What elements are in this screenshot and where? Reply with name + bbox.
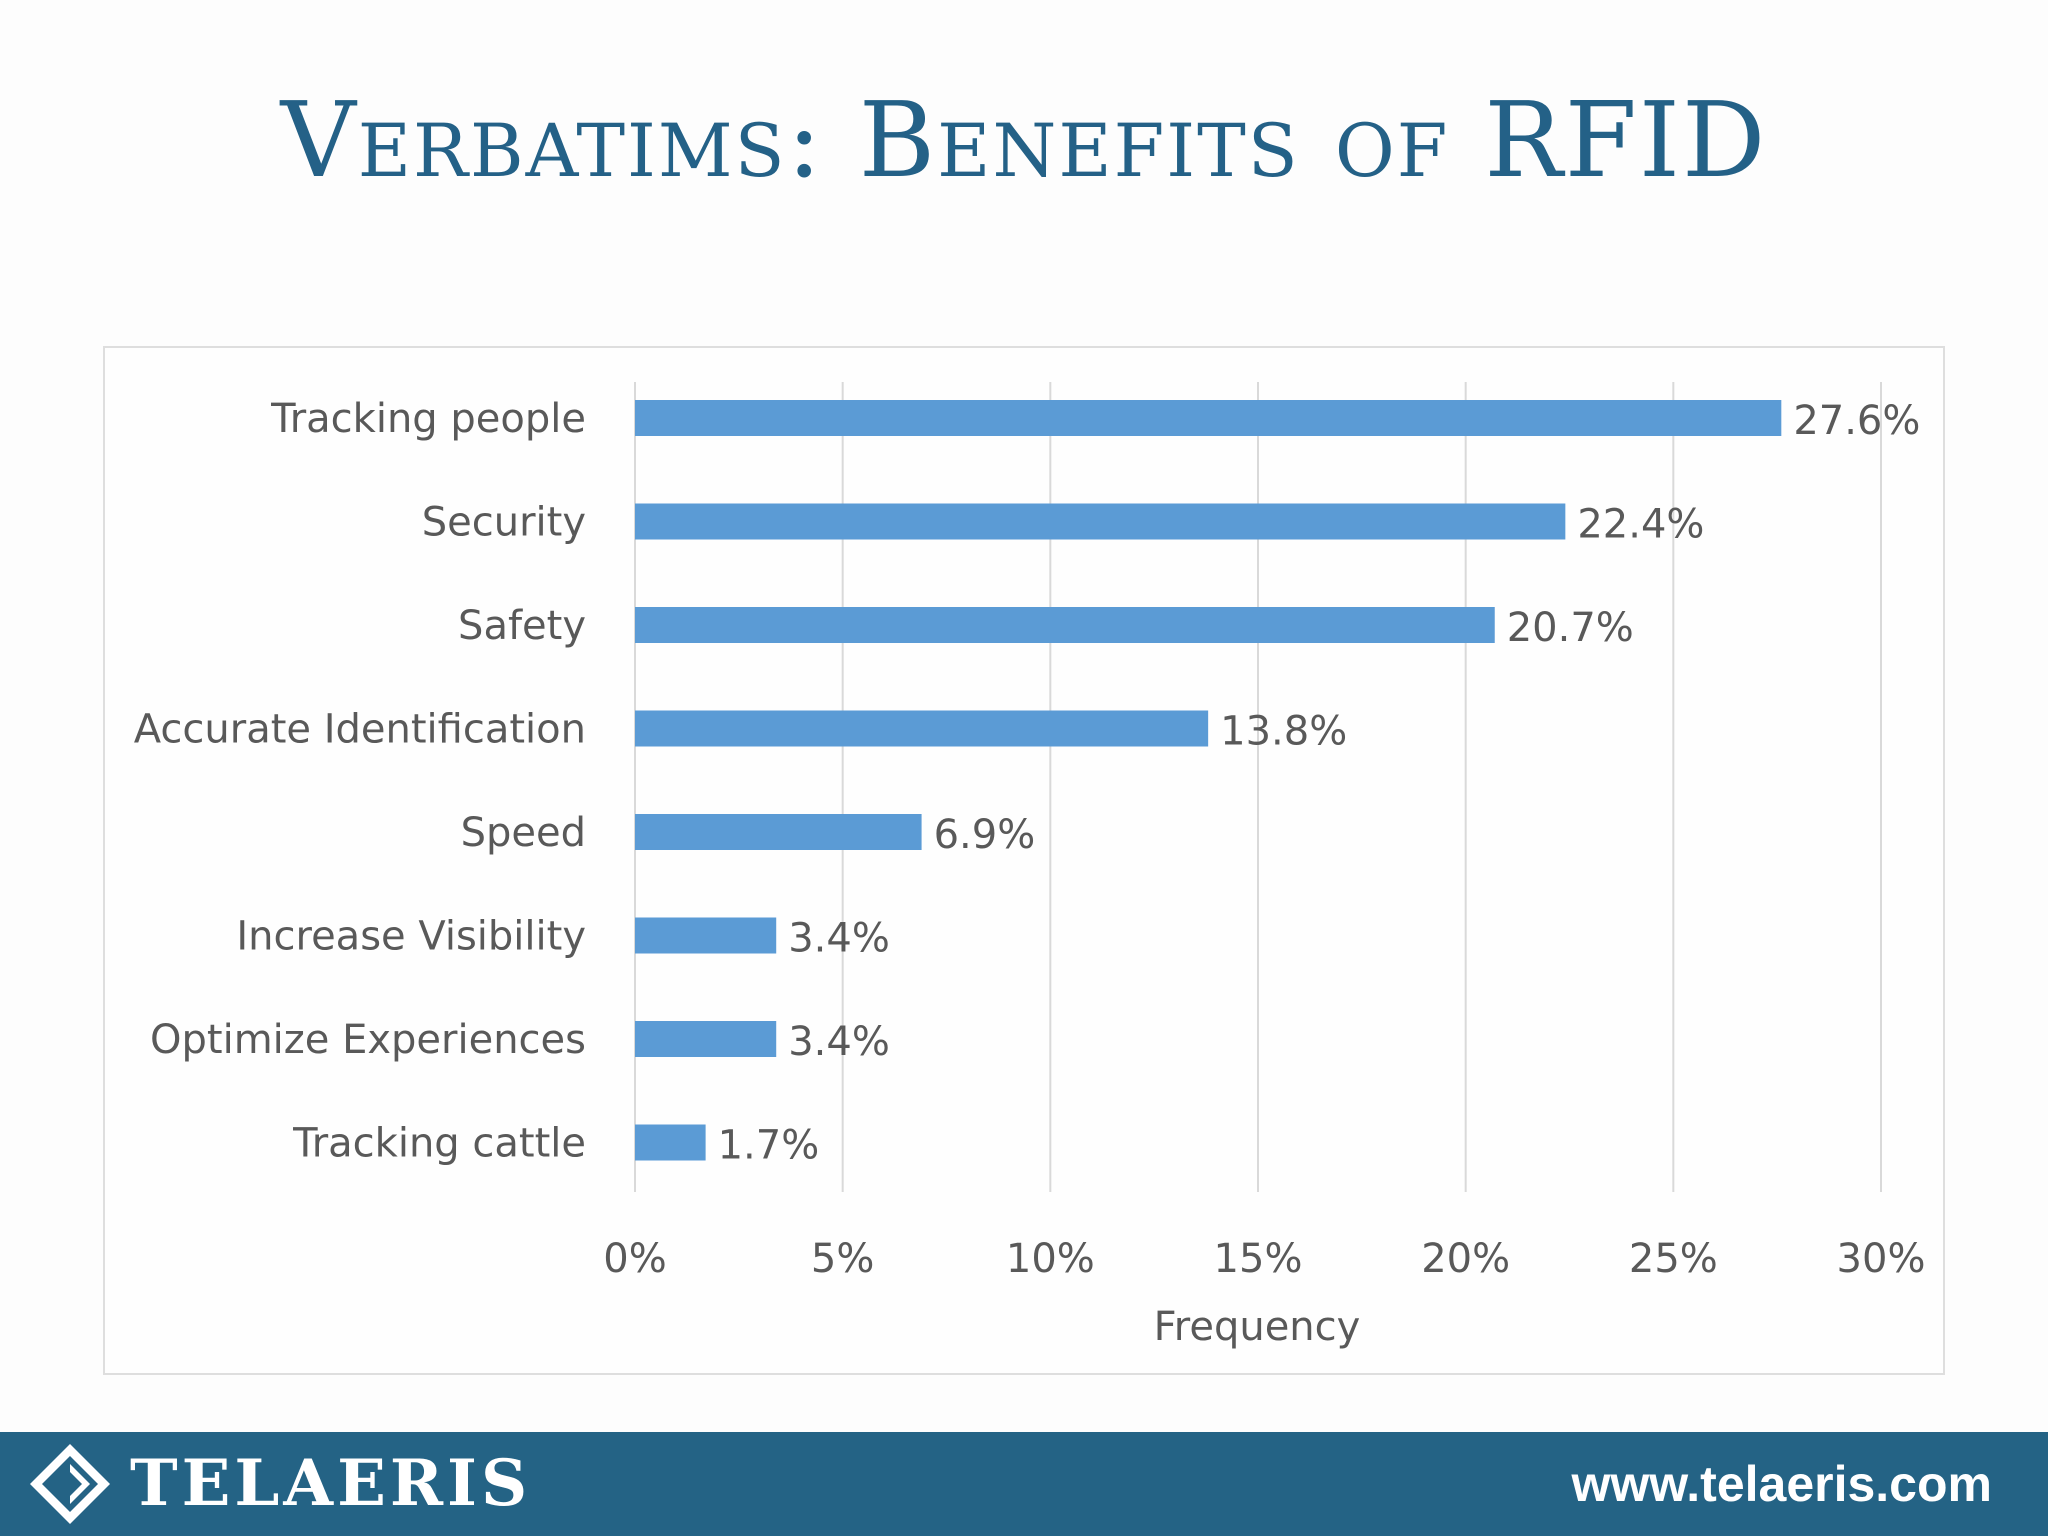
footer-logo[interactable]: TELAERIS — [28, 1442, 531, 1526]
bar — [635, 607, 1495, 643]
bar — [635, 710, 1209, 747]
data-label: 22.4% — [1577, 502, 1704, 548]
category-label: Increase Visibility — [236, 914, 586, 960]
data-label: 27.6% — [1793, 398, 1920, 444]
bar — [635, 1124, 706, 1161]
x-tick-label: 20% — [1421, 1236, 1510, 1282]
x-tick-label: 25% — [1629, 1236, 1718, 1282]
x-tick-label: 15% — [1214, 1236, 1303, 1282]
bar — [635, 400, 1782, 436]
x-tick-label: 5% — [811, 1236, 874, 1282]
data-label: 3.4% — [788, 916, 890, 962]
bar — [635, 1021, 777, 1057]
chart-labels: 0% 5% 10% 15% 20% 25% 30% Tracking people 27.6% S… — [134, 396, 1926, 1282]
x-tick-label: 0% — [603, 1236, 666, 1282]
category-label: Tracking people — [270, 396, 586, 442]
category-label: Optimize Experiences — [150, 1017, 586, 1063]
data-label: 13.8% — [1220, 709, 1347, 755]
chart-bars — [635, 400, 1782, 1161]
category-label: Security — [422, 500, 586, 546]
footer-bar: TELAERIS www.telaeris.com — [0, 1432, 2048, 1536]
data-label: 3.4% — [788, 1019, 890, 1065]
data-label: 1.7% — [718, 1123, 820, 1169]
x-axis-title: Frequency — [1154, 1304, 1361, 1350]
category-label: Accurate Identification — [134, 707, 586, 753]
data-label: 20.7% — [1507, 605, 1634, 651]
category-label: Tracking cattle — [292, 1121, 586, 1167]
bar — [635, 814, 922, 850]
bar — [635, 503, 1566, 540]
x-tick-label: 30% — [1837, 1236, 1926, 1282]
slide-title: Verbatims: Benefits of RFID — [280, 79, 1768, 201]
data-label: 6.9% — [934, 812, 1036, 858]
category-label: Speed — [461, 810, 586, 856]
bar — [635, 917, 777, 954]
x-tick-label: 10% — [1006, 1236, 1095, 1282]
category-label: Safety — [458, 603, 586, 649]
brand-name: TELAERIS — [130, 1446, 532, 1521]
telaeris-diamond-logo-icon — [30, 1444, 110, 1524]
footer-url[interactable]: www.telaeris.com — [1571, 1456, 1992, 1512]
